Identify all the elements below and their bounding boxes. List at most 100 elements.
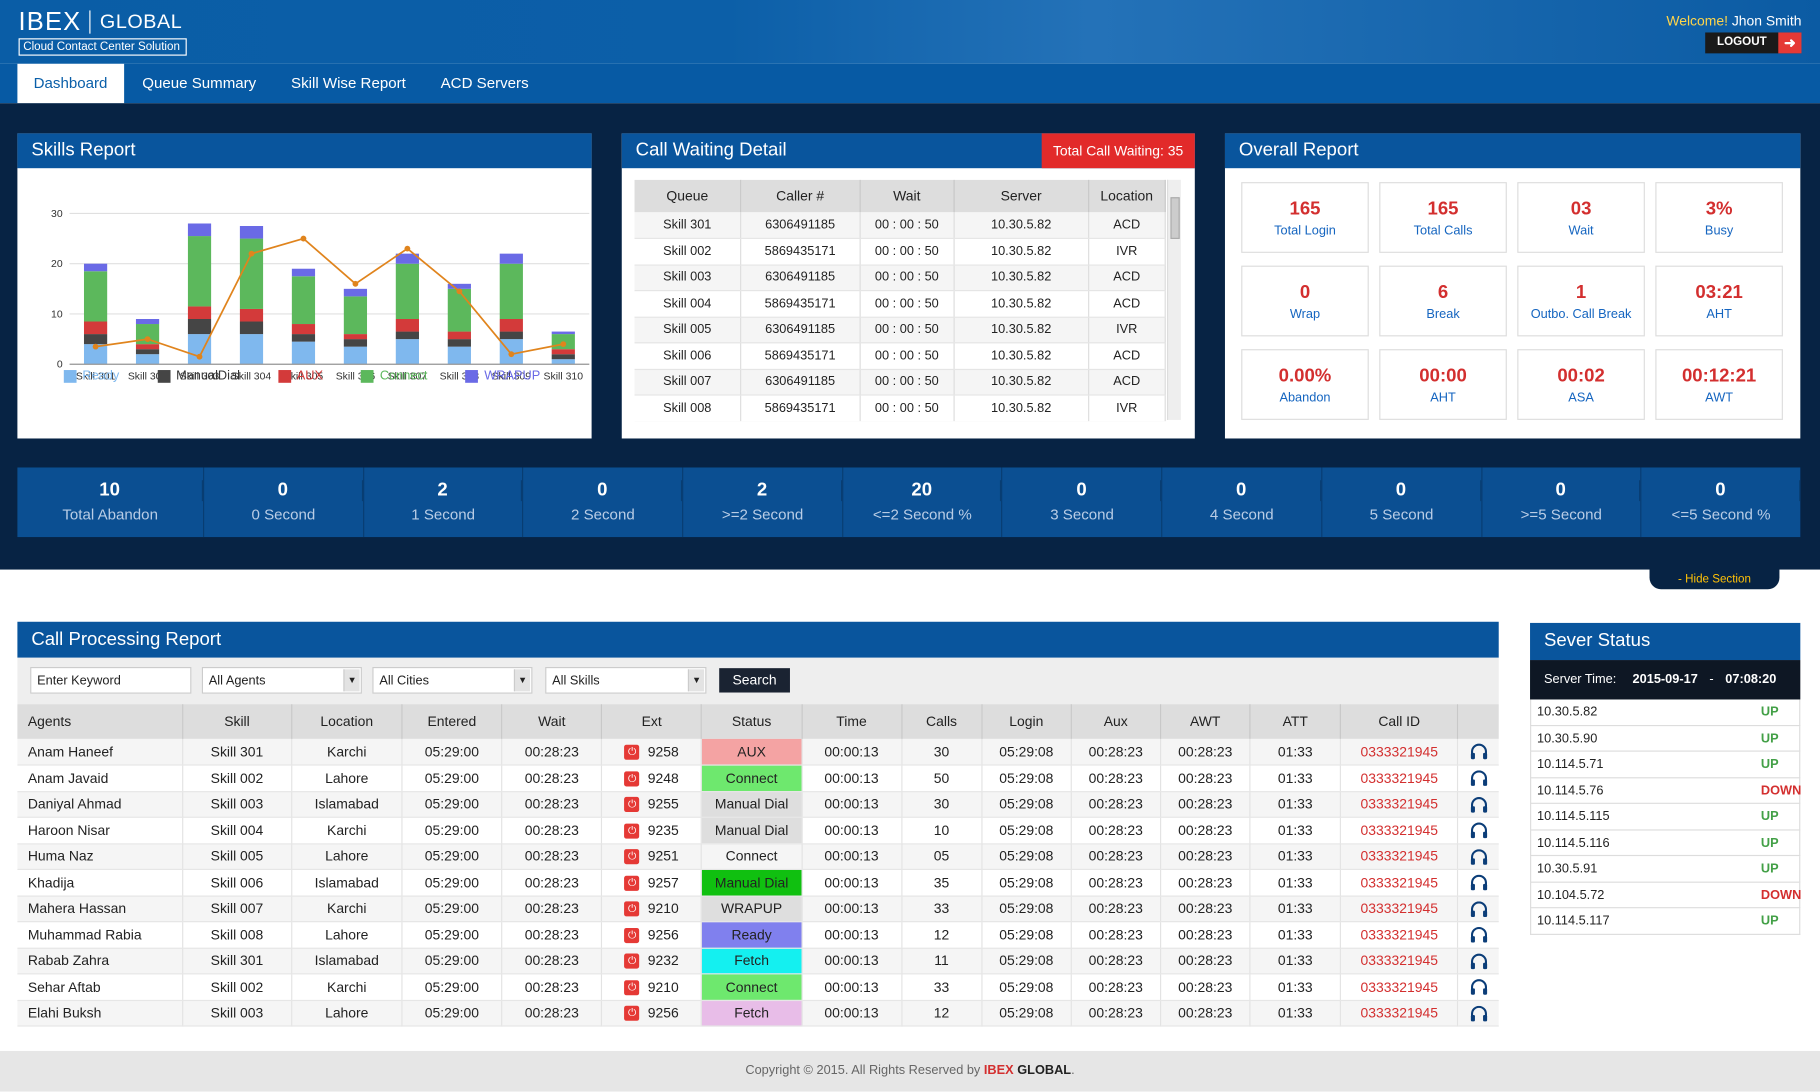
- bar-manualdial-skill-305[interactable]: [291, 334, 316, 342]
- headphones-icon[interactable]: [1469, 953, 1488, 969]
- server-row[interactable]: 10.114.5.71 UP: [1530, 751, 1801, 778]
- bar-ready-skill-303[interactable]: [187, 334, 212, 365]
- bar-connect-skill-308[interactable]: [447, 288, 471, 332]
- bar-aux-skill-310[interactable]: [551, 349, 575, 355]
- table-row[interactable]: Khadija Skill 006 Islamabad 05:29:00 00:28:2…: [17, 869, 1499, 897]
- bar-manualdial-skill-302[interactable]: [135, 349, 160, 355]
- bar-ready-skill-305[interactable]: [291, 341, 316, 365]
- bar-wrapup-skill-310[interactable]: [551, 331, 575, 335]
- table-row[interactable]: Mahera Hassan Skill 007 Karchi 05:29:00 00:2…: [17, 895, 1499, 923]
- bar-wrapup-skill-303[interactable]: [187, 223, 212, 237]
- bar-connect-skill-307[interactable]: [395, 263, 419, 319]
- bar-wrapup-skill-306[interactable]: [343, 288, 368, 297]
- call-id[interactable]: 0333321945: [1340, 869, 1459, 897]
- headphones-icon[interactable]: [1469, 901, 1488, 917]
- headphones-icon[interactable]: [1469, 770, 1488, 787]
- column-header[interactable]: Wait: [859, 179, 955, 213]
- hide-section-button[interactable]: - Hide Section: [1649, 569, 1780, 590]
- call-id[interactable]: 0333321945: [1340, 765, 1459, 792]
- logout-button[interactable]: LOGOUT ➜: [1705, 32, 1802, 54]
- bar-aux-skill-305[interactable]: [291, 324, 316, 335]
- call-waiting-scrollbar[interactable]: [1166, 179, 1181, 420]
- headphones-icon[interactable]: [1469, 822, 1488, 839]
- column-header[interactable]: Ext: [601, 704, 703, 739]
- bar-connect-skill-303[interactable]: [187, 236, 212, 307]
- column-header[interactable]: Login: [981, 704, 1072, 739]
- table-row[interactable]: Elahi Buksh Skill 003 Lahore 05:29:00 00:28:…: [17, 999, 1499, 1027]
- table-row[interactable]: Skill 008 5869435171 00 : 00 : 50 10.30.5.8…: [634, 394, 1166, 422]
- bar-manualdial-skill-304[interactable]: [239, 321, 264, 335]
- table-row[interactable]: Skill 003 6306491185 00 : 00 : 50 10.30.5.8…: [634, 264, 1166, 292]
- bar-manualdial-skill-303[interactable]: [187, 319, 212, 335]
- bar-aux-skill-301[interactable]: [83, 321, 108, 335]
- call-id[interactable]: 0333321945: [1340, 973, 1459, 1001]
- power-icon[interactable]: ⏻: [624, 744, 640, 760]
- bar-aux-skill-309[interactable]: [499, 319, 523, 332]
- cities-select[interactable]: All Cities ▼: [372, 667, 533, 694]
- call-id[interactable]: 0333321945: [1340, 817, 1459, 844]
- column-header[interactable]: Caller #: [740, 179, 861, 213]
- column-header[interactable]: Wait: [501, 704, 603, 739]
- keyword-input[interactable]: Enter Keyword: [30, 667, 192, 694]
- call-id[interactable]: 0333321945: [1340, 999, 1459, 1027]
- trend-point[interactable]: [144, 336, 151, 343]
- table-row[interactable]: Skill 004 5869435171 00 : 00 : 50 10.30.5.8…: [634, 290, 1166, 318]
- trend-point[interactable]: [352, 280, 359, 287]
- legend-item-aux[interactable]: AUX: [278, 369, 323, 383]
- call-id[interactable]: 0333321945: [1340, 895, 1459, 923]
- trend-point[interactable]: [300, 235, 307, 242]
- tab-acd-servers[interactable]: ACD Servers: [440, 74, 529, 92]
- table-row[interactable]: Sehar Aftab Skill 002 Karchi 05:29:00 00:28:…: [17, 973, 1499, 1001]
- power-icon[interactable]: ⏻: [624, 980, 640, 996]
- trend-point[interactable]: [248, 250, 255, 257]
- table-row[interactable]: Anam Haneef Skill 301 Karchi 05:29:00 00:28:…: [17, 738, 1499, 766]
- legend-item-connect[interactable]: Connect: [361, 369, 427, 383]
- bar-manualdial-skill-310[interactable]: [551, 354, 575, 360]
- headphones-icon[interactable]: [1469, 848, 1488, 865]
- trend-point[interactable]: [560, 341, 567, 348]
- power-icon[interactable]: ⏻: [624, 823, 640, 839]
- headphones-icon[interactable]: [1469, 874, 1488, 891]
- table-row[interactable]: Skill 301 6306491185 00 : 00 : 50 10.30.5.8…: [634, 212, 1166, 239]
- bar-aux-skill-302[interactable]: [135, 344, 160, 350]
- column-header[interactable]: Status: [701, 704, 803, 739]
- call-id[interactable]: 0333321945: [1340, 791, 1459, 818]
- server-row[interactable]: 10.30.5.90 UP: [1530, 725, 1801, 752]
- power-icon[interactable]: ⏻: [624, 927, 640, 943]
- table-row[interactable]: Huma Naz Skill 005 Lahore 05:29:00 00:28:23 ⏻…: [17, 843, 1499, 870]
- bar-manualdial-skill-309[interactable]: [499, 331, 523, 340]
- bar-ready-skill-307[interactable]: [395, 339, 419, 365]
- scrollbar-thumb[interactable]: [1170, 197, 1180, 239]
- bar-wrapup-skill-307[interactable]: [395, 253, 419, 264]
- bar-manualdial-skill-306[interactable]: [343, 339, 368, 347]
- agents-select[interactable]: All Agents ▼: [201, 667, 362, 694]
- bar-connect-skill-306[interactable]: [343, 296, 368, 335]
- bar-aux-skill-304[interactable]: [239, 308, 264, 322]
- call-id[interactable]: 0333321945: [1340, 738, 1459, 766]
- column-header[interactable]: Agents: [17, 704, 183, 739]
- bar-wrapup-skill-301[interactable]: [83, 263, 108, 272]
- bar-wrapup-skill-305[interactable]: [291, 268, 316, 277]
- table-row[interactable]: Muhammad Rabia Skill 008 Lahore 05:29:00 00:…: [17, 921, 1499, 949]
- tab-dashboard[interactable]: Dashboard: [17, 63, 124, 104]
- call-id[interactable]: 0333321945: [1340, 843, 1459, 870]
- trend-point[interactable]: [92, 343, 99, 350]
- bar-wrapup-skill-304[interactable]: [239, 226, 264, 239]
- server-row[interactable]: 10.114.5.116 UP: [1530, 829, 1801, 857]
- power-icon[interactable]: ⏻: [624, 771, 640, 787]
- bar-ready-skill-304[interactable]: [239, 334, 264, 365]
- table-row[interactable]: Anam Javaid Skill 002 Lahore 05:29:00 00:28:…: [17, 765, 1499, 792]
- bar-manualdial-skill-301[interactable]: [83, 334, 108, 345]
- table-row[interactable]: Haroon Nisar Skill 004 Karchi 05:29:00 00:28…: [17, 817, 1499, 844]
- trend-point[interactable]: [196, 353, 203, 360]
- call-id[interactable]: 0333321945: [1340, 947, 1459, 975]
- bar-wrapup-skill-309[interactable]: [499, 253, 523, 264]
- column-header[interactable]: Call ID: [1340, 704, 1459, 739]
- server-row[interactable]: 10.114.5.117 UP: [1530, 908, 1801, 935]
- bar-ready-skill-302[interactable]: [135, 354, 160, 365]
- power-icon[interactable]: ⏻: [624, 875, 640, 891]
- legend-item-ready[interactable]: Ready: [63, 369, 119, 383]
- table-row[interactable]: Skill 005 6306491185 00 : 00 : 50 10.30.5.8…: [634, 316, 1166, 344]
- trend-point[interactable]: [404, 245, 411, 252]
- search-button[interactable]: Search: [719, 668, 790, 693]
